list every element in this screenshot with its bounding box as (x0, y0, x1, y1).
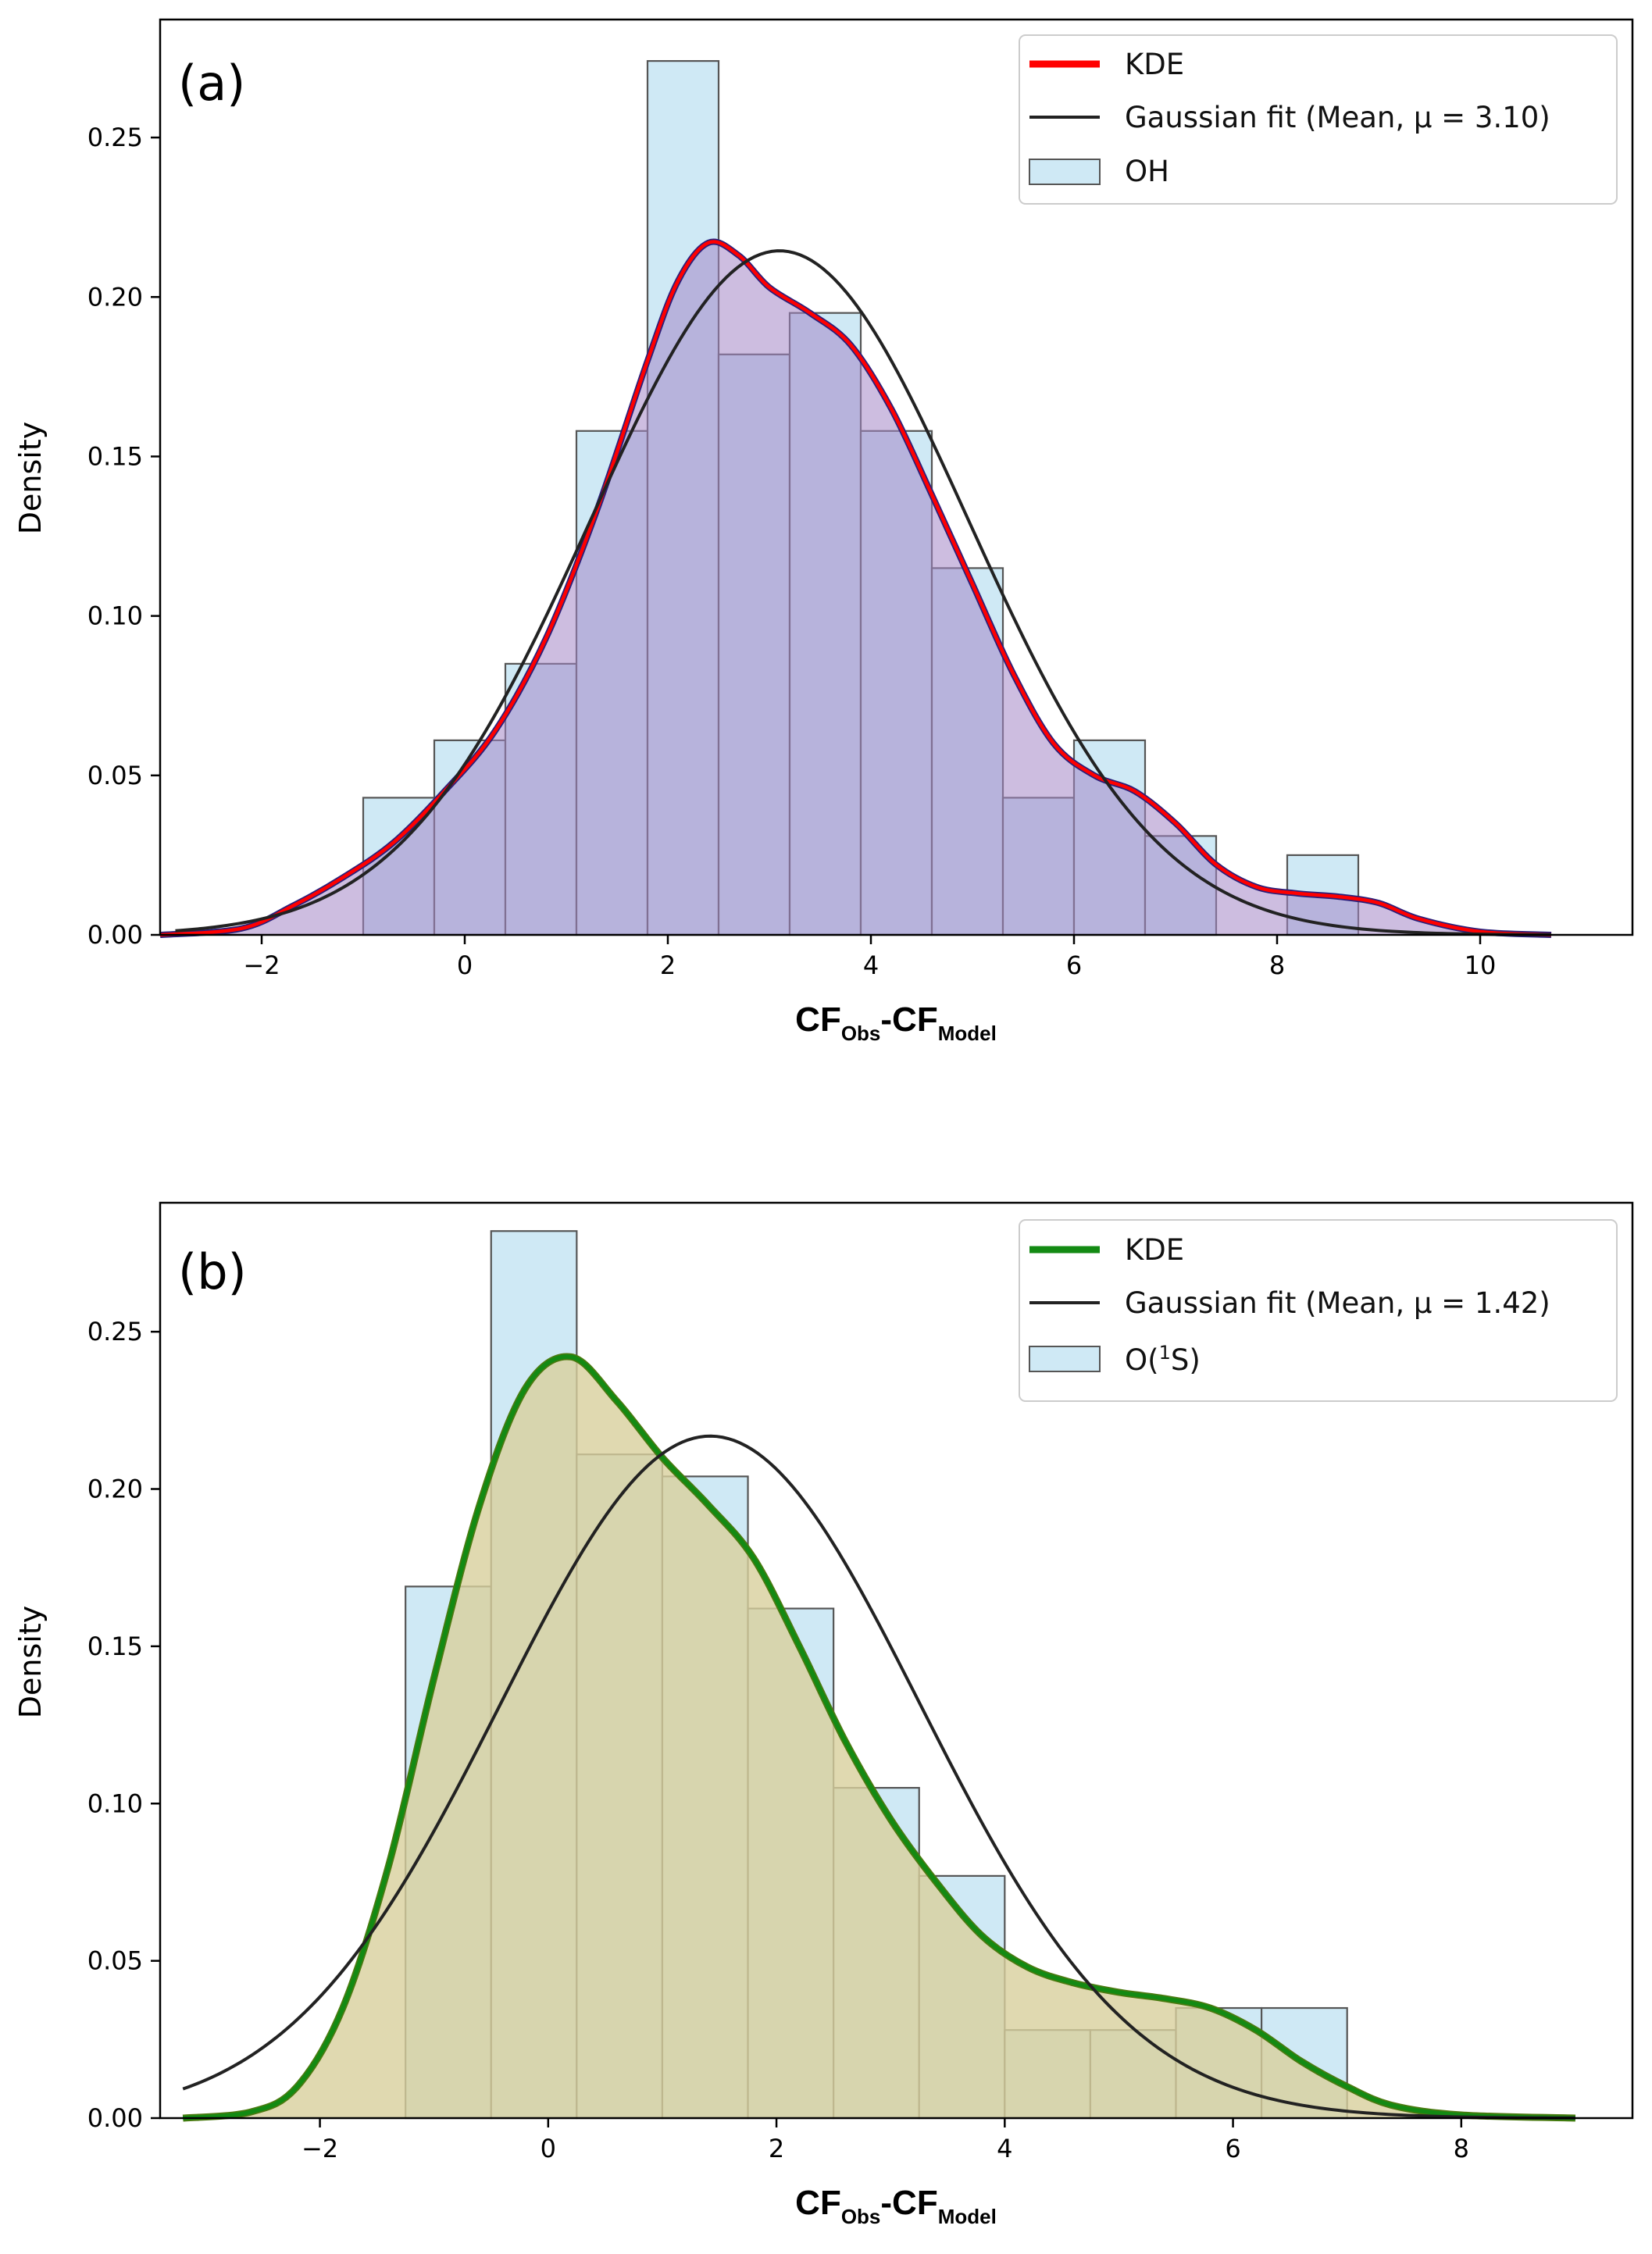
y-tick-label: 0.25 (87, 123, 143, 152)
legend-hist-label: OH (1125, 155, 1169, 188)
x-tick-label: −2 (301, 2134, 338, 2163)
legend-hist-label: O(1S) (1125, 1342, 1201, 1377)
kde-fill-area (160, 241, 1551, 935)
x-tick-label: 2 (660, 950, 676, 980)
axes-frame (159, 1201, 1634, 2120)
legend-hist-swatch (1029, 1346, 1101, 1372)
axes-frame (159, 18, 1634, 936)
panel-a-chart: −2 0 2 4 6 8 10 0.00 0.05 0.10 0.15 0.20 0.25 (a) K… (13, 18, 1634, 1045)
y-axis-ticks: 0.00 0.05 0.10 0.15 0.20 0.25 (87, 1317, 160, 2133)
y-tick-label: 0.25 (87, 1317, 143, 1346)
panel-label: (b) (178, 1243, 247, 1300)
x-tick-label: 0 (541, 2134, 556, 2163)
x-tick-label: 6 (1066, 950, 1082, 980)
y-tick-label: 0.05 (87, 1946, 143, 1976)
panel-b-chart: −2 0 2 4 6 8 0.00 0.05 0.10 0.15 0.20 0.25 (b) KDE… (13, 1201, 1634, 2228)
legend-gaussian-label: Gaussian fit (Mean, μ = 3.10) (1125, 101, 1550, 134)
y-tick-label: 0.00 (87, 2103, 143, 2133)
y-tick-label: 0.20 (87, 1475, 143, 1504)
y-tick-label: 0.15 (87, 1632, 143, 1661)
x-tick-label: 4 (863, 950, 879, 980)
kde-curve (182, 1354, 1576, 2120)
gaussian-fit-curve (175, 249, 1552, 936)
y-tick-label: 0.10 (87, 1789, 143, 1818)
y-axis-label: Density (13, 422, 48, 534)
legend: KDE Gaussian fit (Mean, μ = 3.10) OH (1019, 34, 1618, 205)
legend-gaussian-label: Gaussian fit (Mean, μ = 1.42) (1125, 1286, 1550, 1320)
legend-hist-swatch (1029, 159, 1101, 185)
x-axis-label: CFObs-CFModel (795, 2184, 997, 2228)
y-tick-label: 0.05 (87, 761, 143, 790)
legend: KDE Gaussian fit (Mean, μ = 1.42) O(1S) (1019, 1219, 1618, 1402)
y-tick-label: 0.00 (87, 920, 143, 950)
x-tick-label: 0 (457, 950, 473, 980)
x-tick-label: 10 (1465, 950, 1497, 980)
panel-label: (a) (178, 55, 245, 112)
legend-box (1019, 34, 1618, 205)
x-axis-ticks: −2 0 2 4 6 8 (301, 2118, 1469, 2163)
legend-kde-label: KDE (1125, 48, 1184, 81)
x-tick-label: 4 (997, 2134, 1012, 2163)
x-axis-label: CFObs-CFModel (795, 1000, 997, 1045)
y-axis-ticks: 0.00 0.05 0.10 0.15 0.20 0.25 (87, 123, 160, 950)
x-tick-label: 6 (1225, 2134, 1240, 2163)
x-tick-label: 8 (1269, 950, 1285, 980)
y-tick-label: 0.20 (87, 282, 143, 312)
kde-fill-area (183, 1356, 1575, 2118)
y-tick-label: 0.15 (87, 441, 143, 471)
legend-box (1019, 1219, 1618, 1402)
legend-kde-label: KDE (1125, 1233, 1184, 1267)
x-axis-ticks: −2 0 2 4 6 8 10 (243, 935, 1496, 980)
gaussian-fit-curve (182, 1434, 1575, 2120)
x-tick-label: 8 (1454, 2134, 1469, 2163)
y-tick-label: 0.10 (87, 601, 143, 631)
y-axis-label: Density (13, 1606, 48, 1718)
x-tick-label: −2 (243, 950, 280, 980)
x-tick-label: 2 (769, 2134, 784, 2163)
